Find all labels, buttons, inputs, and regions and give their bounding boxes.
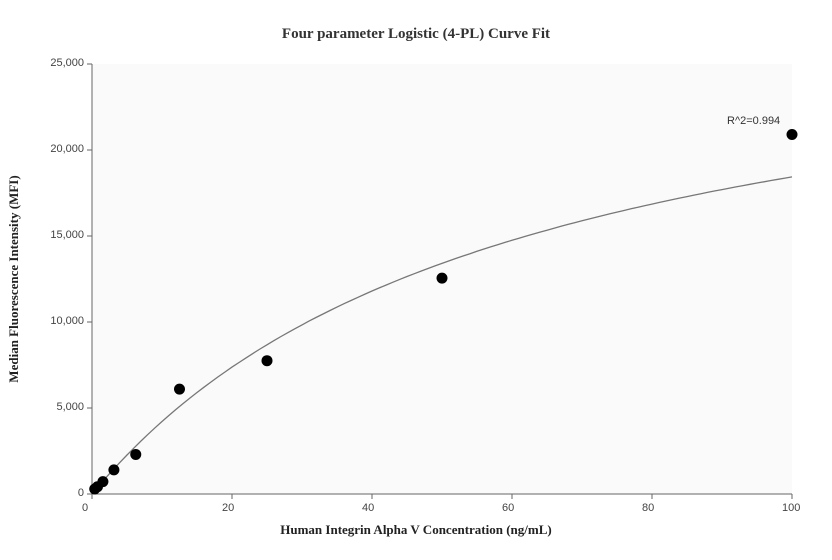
y-tick-label: 5,000 — [56, 401, 84, 413]
x-tick-label: 0 — [82, 502, 88, 514]
data-point — [130, 449, 141, 460]
y-tick-label: 10,000 — [50, 315, 84, 327]
y-tick-label: 15,000 — [50, 229, 84, 241]
data-point — [97, 476, 108, 487]
data-point — [108, 464, 119, 475]
x-tick-label: 60 — [502, 502, 514, 514]
data-point — [174, 384, 185, 395]
r-squared-annotation: R^2=0.994 — [727, 115, 780, 127]
x-tick-label: 80 — [642, 502, 654, 514]
x-tick-label: 40 — [362, 502, 374, 514]
chart-svg — [0, 0, 832, 560]
y-tick-label: 25,000 — [50, 57, 84, 69]
data-point — [787, 129, 798, 140]
data-point — [437, 273, 448, 284]
data-point — [262, 355, 273, 366]
chart-container: Four parameter Logistic (4-PL) Curve Fit… — [0, 0, 832, 560]
fit-curve — [92, 177, 792, 494]
x-tick-label: 20 — [222, 502, 234, 514]
y-tick-label: 0 — [78, 487, 84, 499]
y-tick-label: 20,000 — [50, 143, 84, 155]
x-tick-label: 100 — [782, 502, 800, 514]
